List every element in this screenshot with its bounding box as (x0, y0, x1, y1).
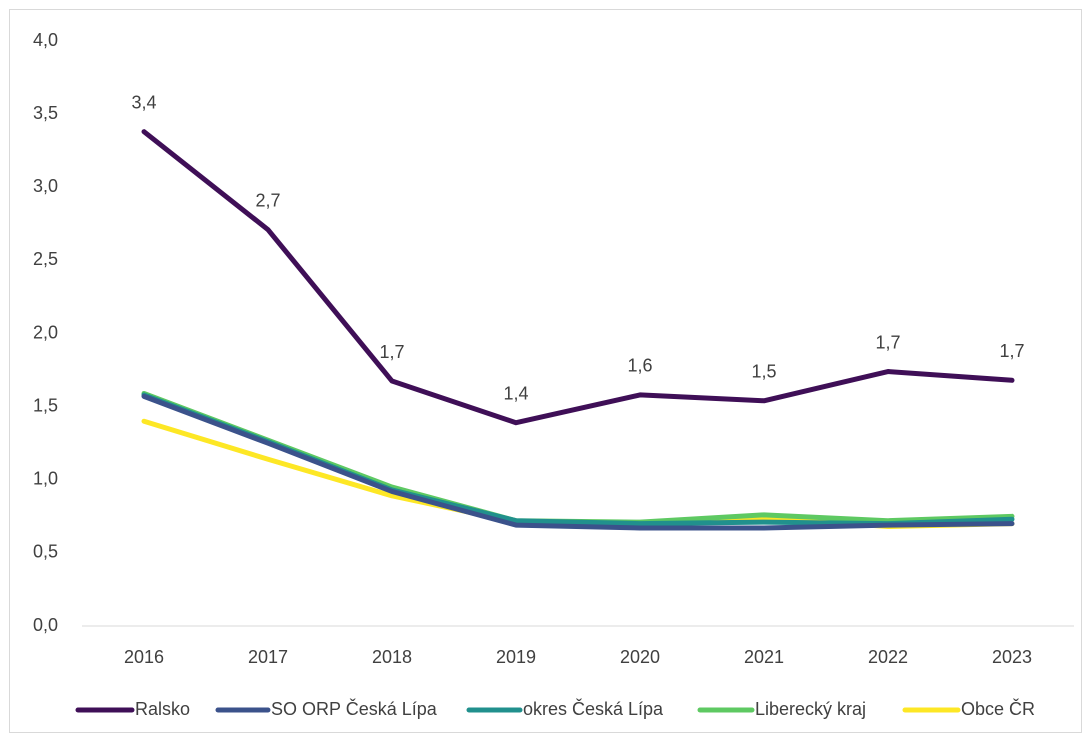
legend-label: okres Česká Lípa (523, 698, 664, 719)
series-line (141, 393, 1015, 531)
y-tick-label: 0,0 (33, 615, 58, 635)
y-tick-label: 0,5 (33, 542, 58, 562)
x-tick-label: 2018 (372, 647, 412, 667)
x-tick-label: 2023 (992, 647, 1032, 667)
y-tick-label: 4,0 (33, 30, 58, 50)
y-tick-label: 1,0 (33, 469, 58, 489)
y-tick-label: 2,5 (33, 249, 58, 269)
data-label: 1,6 (627, 356, 652, 376)
chart-border (9, 9, 1082, 733)
x-tick-label: 2022 (868, 647, 908, 667)
y-tick-label: 2,0 (33, 322, 58, 342)
y-tick-label: 1,5 (33, 395, 58, 415)
data-label: 1,7 (875, 332, 900, 352)
x-tick-label: 2019 (496, 647, 536, 667)
x-tick-label: 2020 (620, 647, 660, 667)
data-label: 1,4 (503, 383, 528, 403)
data-label: 1,5 (751, 362, 776, 382)
data-label: 1,7 (999, 341, 1024, 361)
data-label: 1,7 (379, 342, 404, 362)
legend-label: Liberecký kraj (755, 699, 866, 719)
series-line (141, 129, 1015, 426)
data-label: 3,4 (131, 92, 156, 112)
legend-label: Ralsko (135, 699, 190, 719)
x-tick-label: 2017 (248, 647, 288, 667)
y-tick-label: 3,0 (33, 176, 58, 196)
x-tick-label: 2021 (744, 647, 784, 667)
legend-label: SO ORP Česká Lípa (271, 698, 438, 719)
x-tick-label: 2016 (124, 647, 164, 667)
y-tick-label: 3,5 (33, 103, 58, 123)
data-label: 2,7 (255, 190, 280, 210)
legend-label: Obce ČR (961, 698, 1035, 719)
